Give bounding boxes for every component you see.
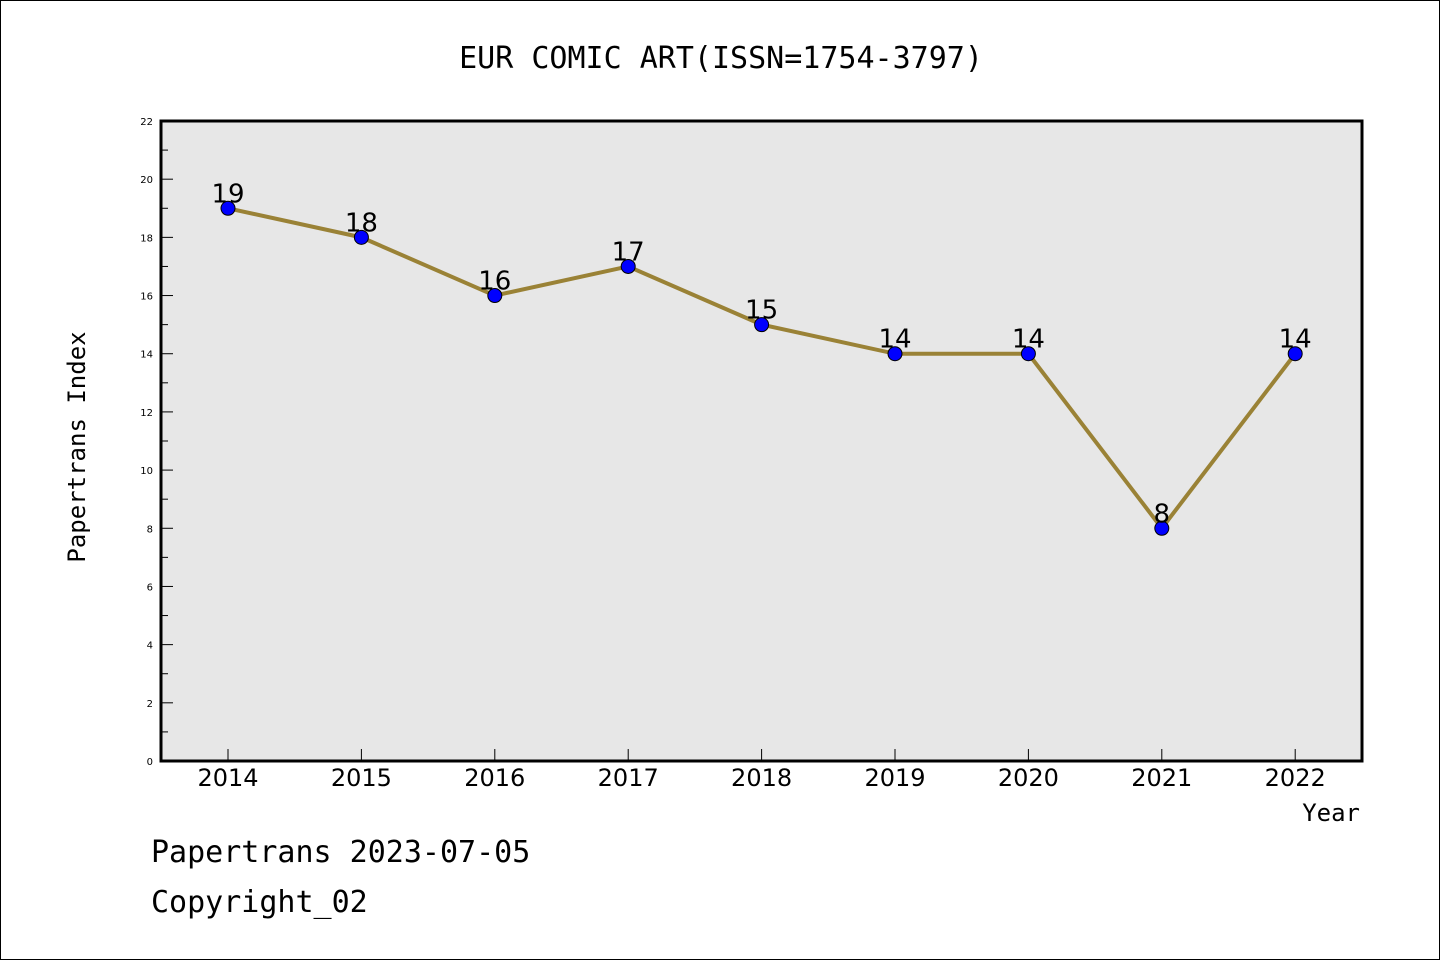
data-point xyxy=(620,258,636,274)
y-tick-label: 12 xyxy=(140,408,153,419)
x-tick-label: 2015 xyxy=(331,764,392,792)
data-label: 17 xyxy=(612,237,645,267)
y-tick-label: 22 xyxy=(140,117,153,128)
footer-copyright: Copyright_02 xyxy=(151,885,368,920)
data-label: 19 xyxy=(211,179,244,209)
chart-title: EUR COMIC ART(ISSN=1754-3797) xyxy=(459,41,983,76)
data-label: 16 xyxy=(478,267,511,297)
data-label: 15 xyxy=(745,296,778,326)
data-label: 18 xyxy=(345,208,378,238)
x-axis-label: Year xyxy=(1302,799,1360,827)
footer-date: Papertrans 2023-07-05 xyxy=(151,835,531,870)
y-tick-label: 18 xyxy=(140,233,153,244)
x-tick-label: 2018 xyxy=(731,764,792,792)
x-tick-label: 2014 xyxy=(197,764,258,792)
x-tick-label: 2021 xyxy=(1131,764,1192,792)
x-tick-label: 2020 xyxy=(998,764,1059,792)
data-point xyxy=(353,229,369,245)
y-axis-label: Papertrans Index xyxy=(63,331,91,562)
data-label: 14 xyxy=(878,325,911,355)
series-layer: 19 18 16 17 15 14 14 8 14 xyxy=(211,179,1312,536)
y-tick-label: 2 xyxy=(147,699,153,710)
data-point xyxy=(887,346,903,362)
data-point xyxy=(754,317,770,333)
data-point xyxy=(487,288,503,304)
plot-area xyxy=(159,119,1364,763)
x-tick-label: 2022 xyxy=(1265,764,1326,792)
data-label: 8 xyxy=(1154,499,1171,529)
y-axis: 0 2 4 6 8 10 12 14 16 18 20 22 xyxy=(140,117,173,768)
y-tick-label: 16 xyxy=(140,292,153,303)
x-tick-label: 2016 xyxy=(464,764,525,792)
x-tick-label: 2019 xyxy=(864,764,925,792)
data-point xyxy=(1154,520,1170,536)
y-tick-label: 10 xyxy=(140,466,153,477)
x-axis: 2014 2015 2016 2017 2018 2019 2020 2021 2022 xyxy=(197,749,1326,792)
y-tick-label: 0 xyxy=(147,757,153,768)
data-label: 14 xyxy=(1279,325,1312,355)
data-point xyxy=(220,200,236,216)
data-point xyxy=(1020,346,1036,362)
data-label: 14 xyxy=(1012,325,1045,355)
x-tick-label: 2017 xyxy=(598,764,659,792)
y-tick-label: 8 xyxy=(147,524,153,535)
y-tick-label: 14 xyxy=(140,350,153,361)
y-tick-label: 20 xyxy=(140,175,153,186)
y-tick-label: 6 xyxy=(147,582,153,593)
y-tick-label: 4 xyxy=(147,641,153,652)
data-point xyxy=(1287,346,1303,362)
